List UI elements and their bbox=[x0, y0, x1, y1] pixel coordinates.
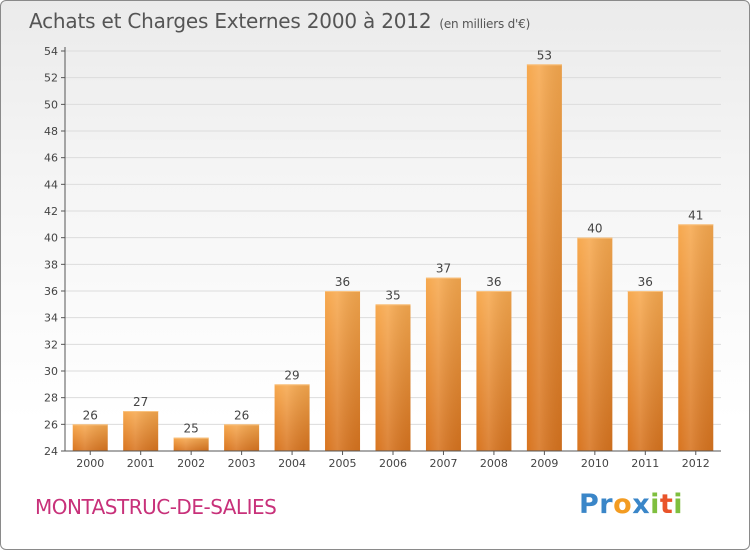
y-tick-label: 36 bbox=[44, 285, 58, 298]
data-label: 27 bbox=[133, 395, 148, 409]
y-tick-label: 42 bbox=[44, 205, 58, 218]
bar-shine bbox=[627, 291, 663, 451]
data-label: 36 bbox=[335, 275, 350, 289]
y-tick-label: 28 bbox=[44, 392, 58, 405]
bar-shine bbox=[325, 291, 361, 451]
logo-letter: x bbox=[632, 489, 651, 520]
x-tick-label: 2012 bbox=[682, 457, 710, 470]
x-tick-label: 2006 bbox=[379, 457, 407, 470]
x-tick-label: 2005 bbox=[329, 457, 357, 470]
logo-letter: t bbox=[659, 489, 674, 520]
data-label: 36 bbox=[486, 275, 501, 289]
proxiti-logo: Proxiti bbox=[579, 489, 683, 520]
y-tick-label: 24 bbox=[44, 445, 58, 458]
chart-title: Achats et Charges Externes 2000 à 2012 (e… bbox=[29, 9, 530, 33]
x-tick-label: 2002 bbox=[177, 457, 205, 470]
y-tick-label: 34 bbox=[44, 312, 58, 325]
y-tick-label: 52 bbox=[44, 72, 58, 85]
bar-shine bbox=[123, 411, 159, 451]
y-tick-label: 54 bbox=[44, 45, 58, 58]
chart-unit: (en milliers d'€) bbox=[439, 17, 531, 31]
y-tick-label: 48 bbox=[44, 125, 58, 138]
bar-shine bbox=[476, 291, 512, 451]
bar-shine bbox=[678, 224, 714, 451]
bar-shine bbox=[375, 304, 411, 451]
x-tick-label: 2009 bbox=[530, 457, 558, 470]
x-tick-label: 2001 bbox=[127, 457, 155, 470]
x-tick-label: 2010 bbox=[581, 457, 609, 470]
data-label: 25 bbox=[184, 422, 199, 436]
data-label: 35 bbox=[385, 288, 400, 302]
bar-shine bbox=[274, 384, 310, 451]
x-tick-label: 2004 bbox=[278, 457, 306, 470]
bar-shine bbox=[72, 424, 108, 451]
data-label: 53 bbox=[537, 48, 552, 62]
x-tick-label: 2011 bbox=[631, 457, 659, 470]
data-label: 41 bbox=[688, 208, 703, 222]
logo-letter: P bbox=[579, 489, 600, 520]
y-tick-label: 26 bbox=[44, 418, 58, 431]
data-label: 37 bbox=[436, 262, 451, 276]
y-tick-label: 46 bbox=[44, 152, 58, 165]
data-label: 26 bbox=[83, 408, 98, 422]
commune-name: MONTASTRUC-DE-SALIES bbox=[35, 495, 277, 519]
bar-shine bbox=[173, 437, 209, 451]
logo-letter: r bbox=[599, 489, 614, 520]
bar-shine bbox=[425, 277, 461, 451]
logo-letter: o bbox=[613, 489, 633, 520]
y-tick-label: 40 bbox=[44, 232, 58, 245]
y-tick-label: 32 bbox=[44, 338, 58, 351]
x-tick-label: 2000 bbox=[76, 457, 104, 470]
bar-shine bbox=[526, 64, 562, 452]
x-tick-label: 2007 bbox=[429, 457, 457, 470]
data-label: 40 bbox=[587, 222, 602, 236]
logo-letter: i bbox=[650, 489, 660, 520]
x-tick-label: 2008 bbox=[480, 457, 508, 470]
data-label: 36 bbox=[638, 275, 653, 289]
x-tick-label: 2003 bbox=[228, 457, 256, 470]
logo-letter: i bbox=[673, 489, 684, 520]
bar-shine bbox=[224, 424, 260, 451]
y-tick-label: 50 bbox=[44, 98, 58, 111]
y-tick-label: 30 bbox=[44, 365, 58, 378]
axes: 24 26 28 30 32 34 36 38 40 42 44 46 48 50 52 54 2000 2001… bbox=[44, 45, 721, 470]
bar-shine bbox=[577, 237, 613, 451]
chart-title-text: Achats et Charges Externes 2000 à 2012 bbox=[29, 9, 432, 33]
data-label: 26 bbox=[234, 408, 249, 422]
bars: 26 27 25 26 29 36 35 37 36 53 40 36 41 bbox=[72, 48, 714, 452]
y-tick-label: 44 bbox=[44, 178, 58, 191]
data-label: 29 bbox=[284, 368, 299, 382]
y-tick-label: 38 bbox=[44, 258, 58, 271]
